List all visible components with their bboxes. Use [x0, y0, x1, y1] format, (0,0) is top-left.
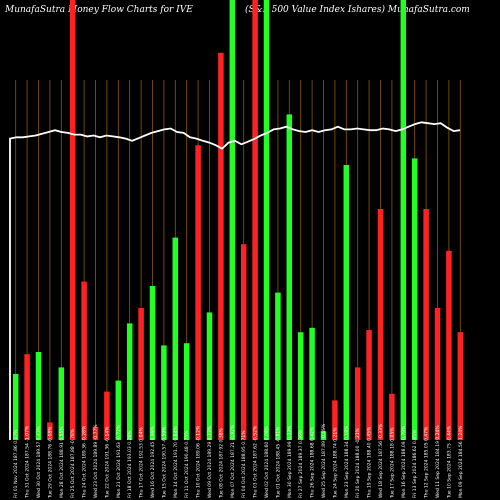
x-tick-label: Wed 09 Oct 2024 189.29 0.73% [207, 425, 213, 498]
x-tick-label: Tue 08 Oct 2024 187.92 0.38% [218, 427, 224, 499]
x-tick-label: Tue 17 Sep 2024 188.18 0.05% [389, 427, 395, 499]
bar-green [297, 332, 304, 440]
x-tick-label: Fri 13 Sep 2024 186.62 0.85% [412, 429, 418, 498]
x-tick-label: Thu 31 Oct 2024 187.54 -1.07% [25, 425, 31, 499]
bar-green [286, 114, 293, 441]
bar-green [161, 345, 167, 440]
bar-red [81, 281, 87, 440]
x-tick-label: Fri 25 Oct 2024 187.88 -0.78% [70, 428, 76, 498]
bar-green [126, 323, 133, 440]
bar-red [457, 332, 464, 440]
price-line [9, 121, 461, 440]
x-tick-label: Wed 30 Oct 2024 189.57 0.43% [36, 425, 42, 498]
bar-red [69, 0, 76, 440]
x-tick-label: Fri 27 Sep 2024 189.37 0.36% [298, 429, 304, 498]
x-tick-label: Wed 18 Sep 2024 187.56 -0.33% [378, 423, 384, 498]
x-tick-label: Mon 21 Oct 2024 191.63 -0.72% [116, 424, 122, 498]
x-tick-label: Fri 01 Nov 2024 187.86 0.17% [13, 429, 19, 498]
x-tick-label: Fri 11 Oct 2024 190.48 0.75% [184, 430, 190, 498]
bar-red [389, 393, 395, 440]
x-tick-label: Thu 24 Oct 2024 189.36 -0.28% [82, 425, 88, 499]
bar-green [309, 327, 315, 440]
chart-title-left: MunafaSutra Money Flow Charts for IVE [4, 5, 193, 15]
x-tick-label: Mon 23 Sep 2024 188.34 0.18% [344, 425, 350, 498]
bar-green [35, 352, 42, 440]
x-tick-label: Wed 25 Sep 2024 187.89 -0.45% [321, 423, 327, 498]
bar-green [263, 0, 270, 440]
x-tick-label: Mon 28 Oct 2024 188.91 0.55% [59, 426, 65, 498]
chart-title-right: (S&P 500 Value Index Ishares) MunafaSutr… [245, 4, 470, 15]
bar-green [183, 343, 190, 440]
x-tick-label: Mon 16 Sep 2024 188.09 0.79% [401, 425, 407, 498]
x-tick-label: Thu 10 Oct 2024 189.06 -0.12% [196, 425, 202, 499]
bar-red [354, 367, 361, 440]
bar-red [252, 0, 258, 440]
x-tick-label: Fri 20 Sep 2024 188.00 -0.21% [355, 427, 361, 498]
bar-red [195, 145, 201, 440]
bar-red [92, 426, 99, 440]
x-tick-label: Thu 26 Sep 2024 188.68 0.42% [310, 426, 316, 499]
bar-green [343, 165, 350, 440]
bar-red [138, 308, 144, 440]
x-tick-label: Thu 19 Sep 2024 188.40 0.45% [367, 426, 373, 499]
bar-red [423, 209, 429, 440]
bar-red [24, 354, 30, 440]
x-tick-labels: Fri 01 Nov 2024 187.86 0.17% Thu 31 Oct 2… [13, 423, 464, 499]
x-tick-label: Tue 29 Oct 2024 188.76 -0.08% [47, 426, 53, 499]
bar-green [400, 0, 407, 440]
bar-red [332, 400, 338, 440]
x-tick-label: Fri 18 Oct 2024 193.03 0.26% [127, 430, 133, 498]
bar-green [12, 374, 19, 440]
bar-green [172, 237, 179, 440]
price-line-layer [9, 121, 461, 440]
bar-red [104, 391, 110, 440]
bar-green [115, 380, 122, 440]
bar-green [411, 158, 418, 440]
x-tick-label: Mon 14 Oct 2024 191.70 0.64% [173, 426, 179, 498]
bar-red [366, 330, 372, 440]
x-tick-label: Mon 07 Oct 2024 187.21 -0.92% [230, 424, 236, 498]
x-tick-label: Tue 15 Oct 2024 190.57 -0.59% [161, 426, 167, 499]
x-tick-label: Tue 10 Sep 2024 183.75 -0.44% [446, 425, 452, 499]
x-tick-label: Tue 22 Oct 2024 191.36 -0.14% [104, 426, 110, 499]
x-tick-label: Fri 04 Oct 2024 188.95 0.71% [241, 430, 247, 498]
money-flow-bars [12, 0, 464, 441]
x-tick-label: Thu 03 Oct 2024 187.62 -0.52% [253, 425, 259, 499]
x-tick-label: Mon 30 Sep 2024 189.99 0.33% [287, 425, 293, 498]
bar-green [275, 292, 281, 440]
bar-green [58, 367, 65, 440]
x-tick-label: Wed 02 Oct 2024 188.60 0.08% [264, 425, 270, 498]
bar-red [240, 244, 247, 440]
x-tick-label: Wed 11 Sep 2024 184.19 0.24% [435, 425, 441, 498]
bar-green [206, 312, 213, 440]
bar-red [377, 209, 384, 440]
x-tick-label: Mon 09 Sep 2024 184.56 1.24% [458, 425, 464, 498]
bar-red [434, 308, 441, 440]
x-tick-label: Wed 16 Oct 2024 192.45 0.99% [150, 425, 156, 498]
x-tick-label: Tue 24 Sep 2024 188.74 0.21% [332, 427, 338, 499]
x-tick-label: Thu 12 Sep 2024 185.05 0.47% [424, 426, 430, 499]
x-tick-label: Tue 01 Oct 2024 188.45 -0.81% [275, 426, 281, 499]
bar-green [149, 286, 156, 440]
bar-red [218, 52, 224, 441]
bar-red [446, 250, 452, 440]
bar-red [47, 422, 53, 440]
bar-green [229, 0, 236, 440]
x-tick-label: Thu 17 Oct 2024 192.53 0.04% [139, 427, 145, 499]
bar-green [320, 431, 327, 440]
x-tick-label: Wed 23 Oct 2024 189.89 -0.77% [93, 424, 99, 498]
